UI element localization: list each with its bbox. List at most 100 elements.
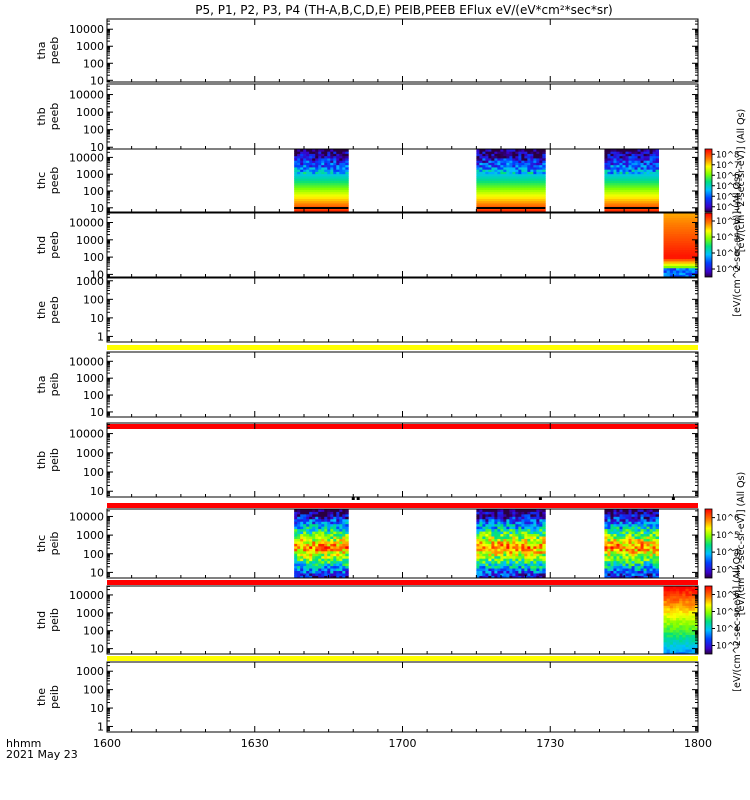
spectrogram-cell-thd-peib-0 — [663, 629, 668, 633]
spectrogram-cell-thc-peeb-0 — [315, 196, 319, 199]
spectrogram-cell-thc-peib-2 — [619, 518, 623, 522]
spectrogram-cell-thc-peeb-1 — [479, 169, 483, 172]
spectrogram-cell-thc-peeb-1 — [536, 185, 540, 188]
spectrogram-cell-thc-peib-0 — [336, 511, 340, 515]
spectrogram-cell-thc-peeb-1 — [518, 200, 522, 204]
spectrogram-cell-thc-peib-0 — [306, 545, 310, 549]
spectrogram-cell-thc-peib-0 — [330, 555, 334, 559]
spectrogram-cell-thc-peeb-0 — [342, 171, 346, 175]
spectrogram-cell-thc-peeb-1 — [536, 169, 540, 172]
spectrogram-cell-thd-peib-0 — [688, 637, 693, 640]
spectrogram-cell-thc-peib-2 — [646, 568, 650, 572]
spectrogram-cell-thc-peib-0 — [345, 526, 349, 530]
spectrogram-cell-thc-peeb-1 — [527, 209, 531, 213]
spectrogram-cell-thc-peib-2 — [616, 513, 620, 517]
spectrogram-cell-thc-peeb-1 — [524, 158, 528, 161]
panel-frame-tha-peeb — [106, 18, 699, 83]
spectrogram-cell-thc-peib-2 — [646, 511, 650, 515]
spectrogram-cell-thc-peib-2 — [640, 531, 644, 535]
spectrogram-cell-thc-peeb-1 — [536, 182, 540, 186]
spectrogram-cell-thc-peib-2 — [643, 526, 647, 530]
spectrogram-cell-thc-peib-2 — [622, 511, 626, 515]
spectrogram-cell-thc-peeb-2 — [628, 196, 632, 199]
spectrogram-cell-thc-peeb-1 — [539, 160, 543, 163]
spectrogram-cell-thc-peeb-2 — [628, 167, 632, 170]
spectrogram-cell-thc-peeb-1 — [479, 187, 483, 190]
spectrogram-cell-thc-peib-1 — [521, 548, 525, 552]
spectrogram-cell-thc-peib-1 — [485, 575, 489, 579]
spectrogram-cell-thc-peib-0 — [309, 555, 313, 559]
spectrogram-cell-thd-peib-0 — [676, 590, 680, 594]
spectrogram-cell-thc-peib-2 — [622, 513, 626, 517]
spectrogram-cell-thc-peib-1 — [518, 533, 522, 537]
spectrogram-cell-thd-peib-0 — [691, 649, 696, 652]
spectrogram-cell-thc-peeb-0 — [333, 200, 337, 204]
spectrogram-cell-thd-peib-0 — [663, 603, 668, 606]
colorbar-tick-label-0: 10^6 — [716, 171, 739, 181]
spectrogram-cell-thc-peib-1 — [482, 543, 486, 547]
spectrogram-cell-thd-peib-0 — [682, 644, 686, 648]
spectrogram-cell-thc-peib-2 — [604, 518, 608, 522]
spectrogram-cell-thd-peib-0 — [688, 620, 693, 623]
spectrogram-cell-thc-peeb-2 — [607, 164, 611, 168]
spectrogram-cell-thc-peeb-1 — [530, 153, 534, 157]
spectrogram-cell-thc-peib-0 — [336, 523, 340, 527]
spectrogram-cell-thc-peeb-2 — [628, 189, 632, 193]
spectrogram-cell-thc-peeb-2 — [604, 191, 608, 195]
spectrogram-cell-thc-peib-2 — [649, 533, 653, 537]
spectrogram-cell-thc-peeb-0 — [297, 180, 301, 184]
spectrogram-cell-thc-peeb-0 — [321, 155, 325, 159]
spectrogram-cell-thc-peib-2 — [610, 513, 614, 517]
spectrogram-cell-thc-peib-2 — [652, 518, 656, 522]
spectrogram-cell-thc-peib-1 — [503, 516, 507, 520]
spectrogram-cell-thc-peib-1 — [476, 573, 480, 576]
spectrogram-cell-thc-peeb-1 — [488, 167, 492, 170]
spectrogram-cell-thc-peeb-1 — [485, 151, 489, 154]
spectrogram-cell-thc-peeb-1 — [539, 164, 543, 168]
spectrogram-cell-thc-peeb-0 — [333, 155, 337, 159]
spectrogram-cell-thc-peeb-1 — [476, 205, 480, 208]
spectrogram-cell-thc-peib-2 — [625, 563, 629, 567]
spectrogram-cell-thc-peib-2 — [628, 536, 632, 539]
spectrogram-cell-thc-peeb-0 — [300, 194, 304, 197]
spectrogram-cell-thc-peeb-1 — [518, 167, 522, 170]
spectrogram-cell-thc-peeb-2 — [607, 187, 611, 190]
spectrogram-cell-thd-peib-0 — [672, 637, 677, 640]
spectrogram-cell-thc-peeb-1 — [521, 176, 525, 179]
spectrogram-cell-thc-peeb-0 — [345, 185, 349, 188]
spectrogram-cell-thc-peib-1 — [542, 573, 546, 576]
spectrogram-cell-thc-peib-0 — [339, 518, 343, 522]
spectrogram-cell-thc-peeb-1 — [494, 155, 498, 159]
spectrogram-cell-thc-peib-2 — [610, 521, 614, 525]
spectrogram-cell-thc-peib-2 — [616, 570, 620, 574]
spectrogram-cell-thc-peeb-2 — [619, 151, 623, 154]
spectrogram-cell-thd-peeb-0 — [679, 245, 683, 248]
spectrogram-cell-thc-peeb-1 — [512, 160, 516, 163]
spectrogram-cell-thc-peib-0 — [294, 541, 298, 544]
spectrogram-cell-thc-peeb-1 — [485, 185, 489, 188]
spectrogram-cell-thc-peeb-0 — [345, 153, 349, 157]
spectrogram-cell-thc-peib-2 — [637, 536, 641, 539]
spectrogram-cell-thc-peeb-2 — [637, 187, 641, 190]
spectrogram-cell-thc-peeb-1 — [485, 196, 489, 199]
spectrogram-cell-thc-peib-1 — [482, 545, 486, 549]
spectrogram-cell-thc-peeb-2 — [631, 209, 635, 213]
spectrogram-cell-thd-peeb-0 — [672, 226, 677, 230]
spectrogram-cell-thd-peib-0 — [691, 586, 696, 589]
spectrogram-cell-thc-peeb-2 — [628, 203, 632, 206]
spectrogram-cell-thc-peeb-1 — [539, 176, 543, 179]
spectrogram-cell-thc-peeb-1 — [527, 198, 531, 202]
spectrogram-cell-thc-peeb-0 — [324, 205, 328, 208]
spectrogram-cell-thc-peib-0 — [330, 575, 334, 579]
spectrogram-cell-thc-peib-1 — [503, 526, 507, 530]
spectrogram-cell-thc-peib-2 — [622, 516, 626, 520]
spectrogram-cell-thc-peib-1 — [539, 568, 543, 572]
spectrogram-cell-thc-peib-2 — [625, 533, 629, 537]
spectrogram-cell-thc-peeb-2 — [610, 209, 614, 213]
spectrogram-cell-thc-peib-1 — [488, 538, 492, 542]
spectrogram-cell-thd-peeb-0 — [666, 224, 671, 228]
spectrogram-cell-thc-peib-1 — [482, 548, 486, 552]
spectrogram-cell-thc-peib-1 — [497, 573, 501, 576]
spectrogram-cell-thc-peib-2 — [637, 526, 641, 530]
spectrogram-cell-thc-peib-1 — [521, 531, 525, 535]
